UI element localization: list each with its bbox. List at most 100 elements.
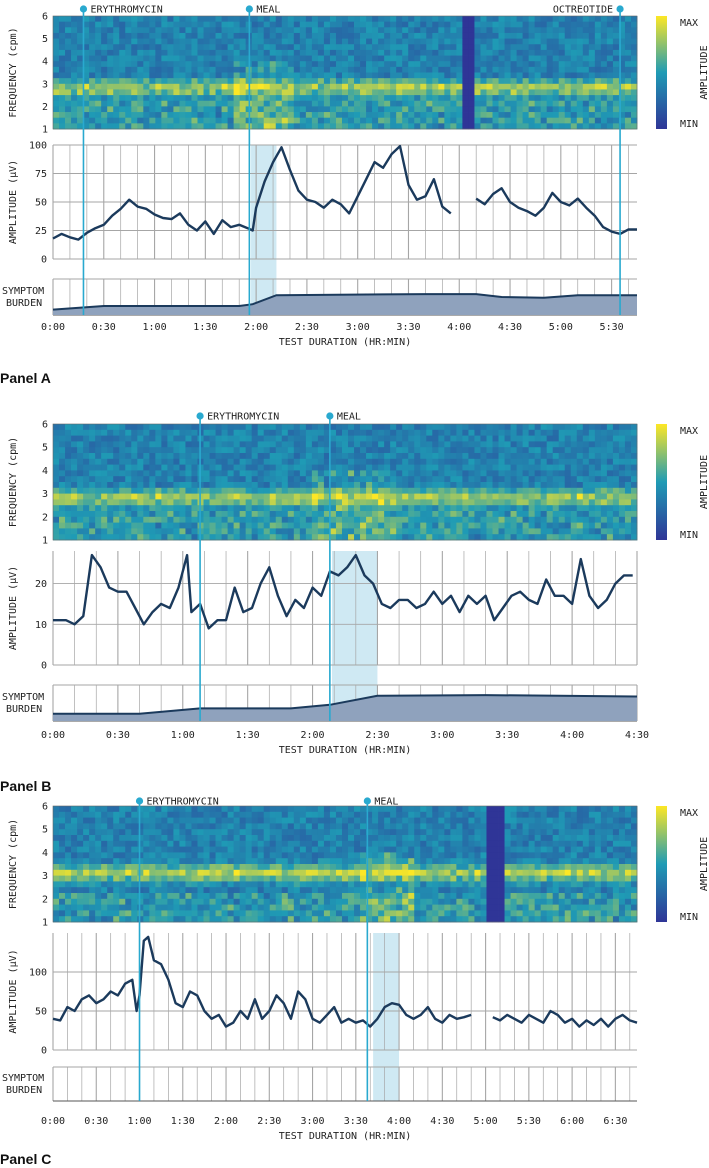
spectrogram-cell — [504, 429, 511, 436]
spectrogram-cell — [528, 499, 536, 506]
spectrogram-cell — [390, 72, 397, 79]
spectrogram-cell — [281, 846, 289, 853]
spectrogram-cell — [227, 511, 235, 518]
spectrogram-cell — [59, 534, 66, 541]
spectrogram-cell — [468, 55, 475, 62]
spectrogram-cell — [161, 447, 168, 454]
spectrogram-cell — [269, 493, 277, 500]
spectrogram-cell — [167, 534, 174, 541]
spectrogram-cell — [528, 516, 536, 523]
spectrogram-cell — [354, 55, 361, 62]
spectrogram-cell — [293, 66, 301, 73]
spectrogram-cell — [600, 493, 608, 500]
spectrogram-cell — [552, 89, 560, 96]
spectrogram-cell — [444, 89, 451, 96]
spectrogram-cell — [191, 499, 198, 506]
spectrogram-cell — [450, 505, 457, 512]
spectrogram-cell — [492, 429, 499, 436]
spectrogram-cell — [155, 32, 162, 39]
spectrogram-cell — [209, 72, 216, 79]
spectrogram-cell — [191, 470, 198, 477]
spectrogram-cell — [414, 516, 421, 523]
spectrogram-cell — [594, 117, 602, 124]
spectrogram-cell — [197, 916, 204, 923]
spectrogram-cell — [540, 482, 548, 489]
spectrogram-cell — [203, 89, 210, 96]
spectrogram-cell — [233, 16, 241, 23]
spectrogram-cell — [546, 100, 554, 107]
spectrogram-cell — [281, 887, 289, 894]
spectrogram-cell — [522, 72, 530, 79]
spectrogram-cell — [402, 447, 409, 454]
spectrogram-cell — [588, 511, 596, 518]
spectrogram-cell — [107, 27, 114, 34]
spectrogram-cell — [546, 72, 554, 79]
spectrogram-cell — [492, 464, 499, 471]
spectrogram-cell — [612, 487, 620, 494]
spectrogram-cell — [269, 49, 277, 56]
spectrogram-cell — [251, 429, 259, 436]
spectrogram-cell — [486, 453, 493, 460]
spectrogram-cell — [275, 476, 283, 483]
freq-axis-label-b: FREQUENCY (cpm) — [8, 437, 19, 527]
spectrogram-cell — [504, 511, 511, 518]
spectrogram-cell — [317, 487, 325, 494]
spectrogram-cell — [311, 806, 319, 813]
spectrogram-cell — [71, 898, 78, 905]
spectrogram-cell — [203, 875, 210, 882]
spectrogram-cell — [143, 482, 150, 489]
spectrogram-cell — [53, 893, 60, 900]
spectrogram-cell — [402, 44, 409, 51]
spectrogram-cell — [420, 511, 427, 518]
spectrogram-cell — [59, 112, 66, 119]
spectrogram-cell — [444, 16, 451, 23]
spectrogram-cell — [275, 89, 283, 96]
spectrogram-cell — [215, 441, 222, 448]
spectrogram-cell — [53, 516, 60, 523]
spectrogram-cell — [354, 476, 361, 483]
spectrogram-cell — [251, 435, 259, 442]
spectrogram-cell — [534, 482, 542, 489]
spectrogram-cell — [263, 898, 271, 905]
spectrogram-cell — [257, 89, 265, 96]
spectrogram-cell — [263, 123, 271, 130]
spectrogram-cell — [239, 811, 247, 818]
spectrogram-cell — [113, 875, 120, 882]
spectrogram-cell — [227, 482, 235, 489]
spectrogram-cell — [516, 493, 524, 500]
spectrogram-cell — [113, 505, 120, 512]
spectrogram-cell — [65, 493, 72, 500]
spectrogram-cell — [113, 100, 120, 107]
spectrogram-cell — [311, 499, 319, 506]
spectrogram-cell — [474, 100, 481, 107]
spectrogram-cell — [498, 505, 505, 512]
spectrogram-cell — [402, 534, 409, 541]
spectrogram-cell — [287, 89, 295, 96]
spectrogram-cell — [107, 453, 114, 460]
spectrogram-cell — [149, 864, 156, 871]
spectrogram-cell — [281, 516, 289, 523]
spectrogram-cell — [486, 516, 493, 523]
spectrogram-cell — [564, 511, 572, 518]
spectrogram-cell — [53, 447, 60, 454]
spectrogram-cell — [119, 78, 126, 85]
spectrogram-cell — [522, 482, 530, 489]
spectrogram-cell — [209, 875, 216, 882]
spectrogram-cell — [293, 21, 301, 28]
spectrogram-cell — [456, 32, 463, 39]
spectrogram-cell — [161, 38, 168, 45]
spectrogram-cell — [360, 470, 367, 477]
spectrogram-cell — [275, 112, 283, 119]
spectrogram-cell — [498, 447, 505, 454]
spectrogram-cell — [239, 89, 247, 96]
spectrogram-cell — [83, 487, 90, 494]
spectrogram-cell — [89, 910, 96, 917]
spectrogram-cell — [167, 852, 174, 859]
spectrogram-cell — [335, 487, 343, 494]
spectrogram-cell — [480, 106, 487, 113]
spectrogram-cell — [59, 499, 66, 506]
spectrogram-cell — [227, 21, 235, 28]
spectrogram-cell — [293, 898, 301, 905]
spectrogram-cell — [269, 55, 277, 62]
spectrogram-cell — [426, 78, 433, 85]
